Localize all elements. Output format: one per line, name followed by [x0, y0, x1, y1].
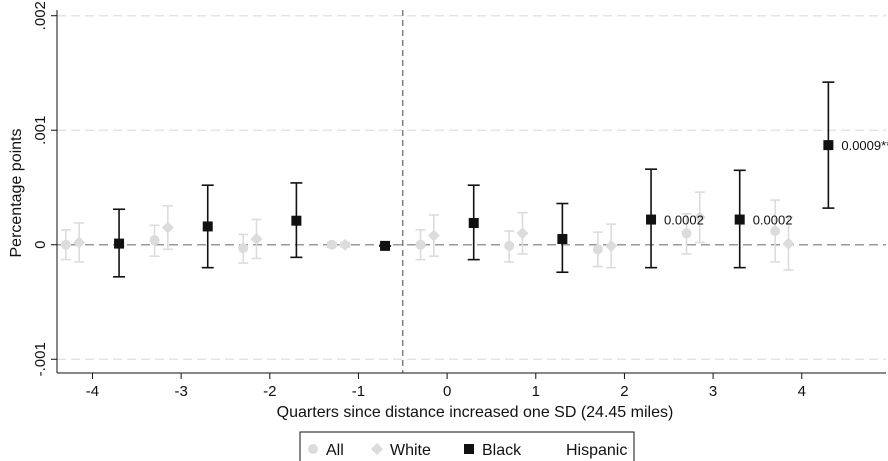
point-black-5 [557, 234, 568, 245]
legend: All White Black Hispanic [299, 431, 635, 461]
y-tick-label-0: -.001 [32, 342, 49, 376]
y-tick-label-2: .001 [32, 116, 49, 145]
grid-lines [57, 14, 886, 361]
x-tick-label-5: 1 [532, 383, 540, 400]
x-axis-title: Quarters since distance increased one SD… [277, 404, 674, 421]
point-white-4 [427, 229, 440, 242]
point-black-0 [114, 238, 125, 249]
legend-marker-white [371, 443, 383, 455]
y-axis-title: Percentage points [8, 129, 25, 258]
point-black-6 [646, 214, 657, 225]
point-all-0 [60, 239, 71, 250]
point-black-8 [823, 140, 834, 151]
point-black-7 [734, 214, 745, 225]
legend-marker-all [308, 444, 318, 454]
point-white-7 [693, 211, 706, 224]
point-all-3 [326, 239, 337, 250]
point-white-0 [73, 236, 86, 249]
x-tick-label-7: 3 [709, 383, 717, 400]
point-white-3 [339, 238, 352, 251]
y-tick-label-1: 0 [32, 241, 49, 249]
x-tick-label-3: -1 [352, 383, 365, 400]
legend-label-all: All [326, 442, 344, 459]
x-tick-label-6: 2 [620, 383, 628, 400]
y-tick-label-3: .002 [32, 1, 49, 30]
axes: -.001 0 .001 .002 -4 -3 -2 -1 0 1 2 3 4 [32, 1, 886, 400]
x-tick-label-0: -4 [86, 383, 99, 400]
point-all-6 [592, 244, 603, 255]
legend-label-black: Black [482, 442, 522, 459]
annotation-label-2: 0.0009*** [841, 138, 888, 153]
legend-label-white: White [390, 442, 431, 459]
annotation-label-0: 0.0002 [664, 213, 704, 228]
legend-marker-black [464, 444, 474, 454]
annotation-label-1: 0.0002 [753, 213, 793, 228]
point-all-5 [504, 240, 515, 251]
data-markers [60, 140, 834, 255]
x-tick-label-1: -3 [174, 383, 187, 400]
point-white-1 [161, 221, 174, 234]
legend-label-hispanic: Hispanic [566, 442, 627, 459]
point-all-7 [681, 228, 692, 239]
point-black-1 [202, 221, 213, 232]
point-white-5 [516, 227, 529, 240]
point-black-2 [291, 215, 302, 226]
x-tick-label-4: 0 [443, 383, 451, 400]
point-black-3 [380, 240, 391, 251]
point-all-8 [770, 226, 781, 237]
annotations: 0.0002 0.0002 0.0009*** [664, 138, 888, 227]
x-tick-label-2: -2 [263, 383, 276, 400]
point-black-4 [468, 217, 479, 228]
point-white-8 [782, 237, 795, 250]
point-all-2 [238, 243, 249, 254]
point-white-6 [605, 239, 618, 252]
point-white-2 [250, 233, 263, 246]
point-all-1 [149, 235, 160, 246]
point-all-4 [415, 239, 426, 250]
x-tick-label-8: 4 [798, 383, 806, 400]
reference-lines [57, 10, 886, 373]
